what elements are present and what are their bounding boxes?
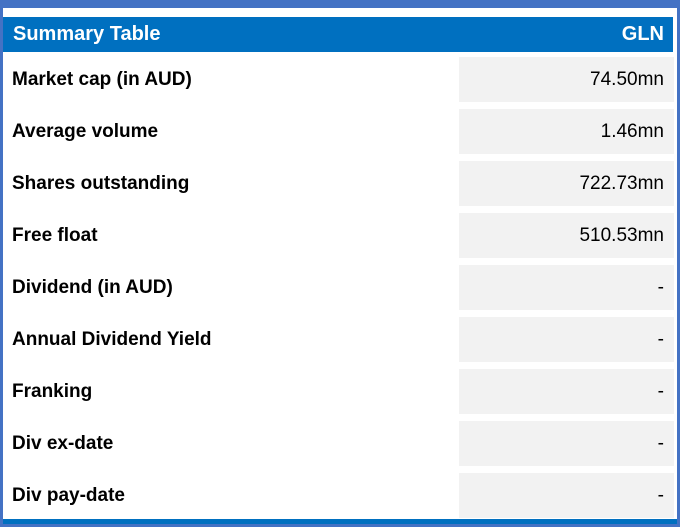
row-value: 1.46mn: [459, 109, 674, 154]
row-label: Annual Dividend Yield: [3, 317, 459, 362]
row-value: 722.73mn: [459, 161, 674, 206]
table-row: Div ex-date -: [3, 421, 677, 466]
row-value: -: [459, 369, 674, 414]
table-row: Shares outstanding 722.73mn: [3, 161, 677, 206]
row-label: Div ex-date: [3, 421, 459, 466]
row-label: Free float: [3, 213, 459, 258]
table-body: Market cap (in AUD) 74.50mn Average volu…: [3, 57, 677, 518]
row-label: Div pay-date: [3, 473, 459, 518]
table-header: Summary Table GLN: [3, 17, 673, 52]
table-row: Div pay-date -: [3, 473, 677, 518]
row-label: Franking: [3, 369, 459, 414]
row-value: 74.50mn: [459, 57, 674, 102]
row-value: -: [459, 421, 674, 466]
table-title: Summary Table: [13, 23, 161, 45]
table-row: Dividend (in AUD) -: [3, 265, 677, 310]
row-value: 510.53mn: [459, 213, 674, 258]
row-label: Average volume: [3, 109, 459, 154]
row-value: -: [459, 473, 674, 518]
ticker-label: GLN: [621, 23, 664, 45]
table-row: Franking -: [3, 369, 677, 414]
row-value: -: [459, 265, 674, 310]
top-accent-strip: [3, 3, 677, 8]
row-label: Market cap (in AUD): [3, 57, 459, 102]
table-row: Free float 510.53mn: [3, 213, 677, 258]
table-row: Market cap (in AUD) 74.50mn: [3, 57, 677, 102]
bottom-accent-strip: [3, 519, 677, 524]
row-label: Dividend (in AUD): [3, 265, 459, 310]
table-row: Annual Dividend Yield -: [3, 317, 677, 362]
row-label: Shares outstanding: [3, 161, 459, 206]
row-value: -: [459, 317, 674, 362]
table-row: Average volume 1.46mn: [3, 109, 677, 154]
